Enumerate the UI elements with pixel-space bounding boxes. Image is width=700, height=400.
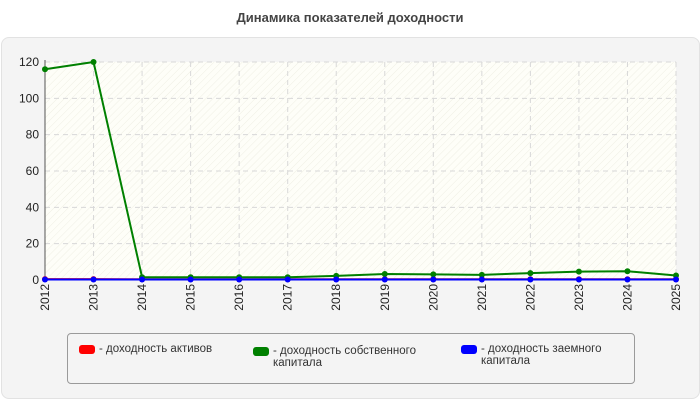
- chart-title: Динамика показателей доходности: [236, 10, 464, 25]
- y-tick-label: 60: [26, 164, 40, 178]
- y-tick-label: 120: [19, 55, 39, 69]
- x-tick-label: 2024: [620, 284, 634, 311]
- legend-swatch-equity: [253, 347, 269, 356]
- series-point-2: [236, 276, 243, 283]
- series-point-2: [673, 276, 679, 283]
- x-tick-label: 2012: [38, 284, 52, 311]
- y-tick-label: 80: [26, 128, 40, 142]
- y-tick-label: 40: [26, 200, 40, 214]
- series-point-2: [333, 276, 340, 283]
- legend-swatch-debt: [461, 345, 477, 354]
- series-point-1: [90, 59, 97, 65]
- x-tick-label: 2021: [475, 284, 489, 311]
- series-point-1: [381, 271, 388, 278]
- x-tick-label: 2015: [184, 284, 198, 311]
- series-line-1: [44, 60, 677, 279]
- x-tick-label: 2019: [378, 284, 392, 311]
- legend-label-assets: - доходность активов: [99, 343, 213, 355]
- x-tick-label: 2014: [135, 284, 149, 311]
- series-point-2: [575, 276, 582, 283]
- x-tick-label: 2016: [232, 284, 246, 311]
- legend-item-assets: - доходность активов: [79, 343, 212, 355]
- series-point-2: [284, 276, 291, 283]
- series-point-1: [624, 268, 631, 275]
- x-tick-label: 2023: [572, 284, 586, 311]
- series-point-2: [527, 276, 534, 283]
- series-point-1: [527, 270, 534, 277]
- series-point-1: [430, 271, 437, 278]
- legend-item-debt: - доходность заемного капитала: [461, 343, 601, 367]
- legend-swatch-assets: [79, 345, 95, 354]
- x-tick-label: 2018: [329, 284, 343, 311]
- y-tick-label: 20: [26, 237, 40, 251]
- series-point-2: [139, 276, 146, 283]
- x-tick-label: 2013: [87, 284, 101, 311]
- x-tick-label: 2025: [669, 284, 683, 311]
- series-point-2: [381, 276, 388, 283]
- series-point-2: [90, 276, 97, 283]
- series-point-2: [187, 276, 194, 283]
- legend: - доходность активов - доходность собств…: [67, 333, 635, 384]
- y-tick-label: 0: [32, 273, 39, 287]
- series-point-2: [478, 276, 485, 283]
- series-point-1: [42, 66, 48, 73]
- series-point-2: [42, 276, 48, 283]
- x-tick-label: 2020: [426, 284, 440, 311]
- series-point-1: [478, 271, 485, 278]
- x-tick-label: 2017: [281, 284, 295, 311]
- x-tick-label: 2022: [523, 284, 537, 311]
- legend-item-equity: - доходность собственного капитала: [253, 345, 416, 369]
- series-point-2: [430, 276, 437, 283]
- y-tick-label: 100: [19, 91, 39, 105]
- series-point-1: [575, 268, 582, 275]
- series-point-2: [624, 276, 631, 283]
- legend-label-equity: - доходность собственного капитала: [273, 345, 416, 369]
- legend-label-debt: - доходность заемного капитала: [481, 343, 602, 367]
